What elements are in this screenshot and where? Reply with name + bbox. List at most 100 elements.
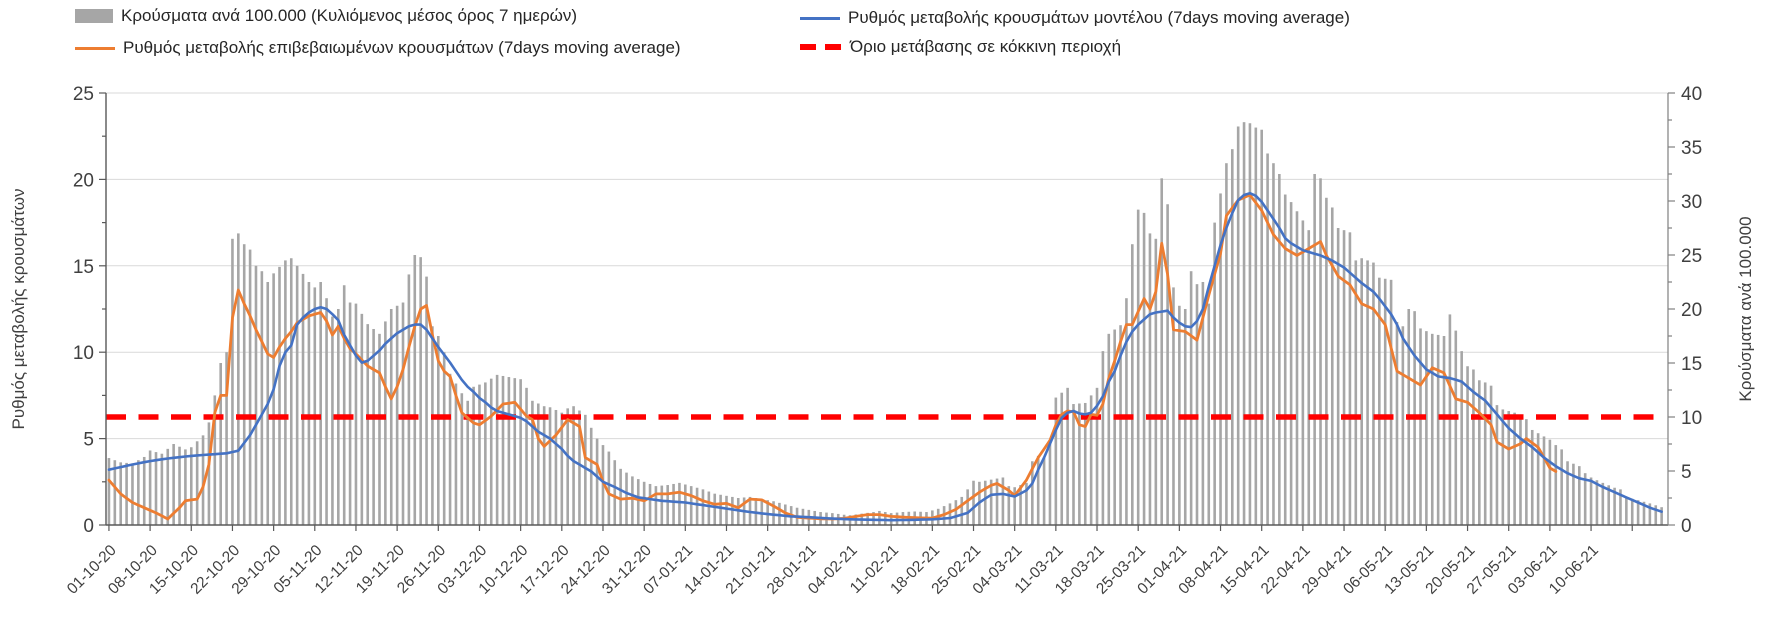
bar bbox=[207, 422, 211, 525]
right-tick-label: 10 bbox=[1681, 408, 1702, 429]
bar bbox=[636, 479, 640, 525]
bar bbox=[1548, 439, 1552, 525]
bar bbox=[137, 460, 140, 525]
bar bbox=[248, 249, 252, 525]
model-line-swatch bbox=[800, 16, 840, 20]
bar bbox=[1442, 336, 1446, 525]
bar bbox=[966, 489, 969, 525]
bar bbox=[1266, 153, 1269, 526]
legend-label: Κρούσματα ανά 100.000 (Κυλιόμενος μέσος … bbox=[121, 6, 578, 25]
bar bbox=[354, 303, 358, 525]
bar bbox=[107, 458, 111, 525]
bar bbox=[219, 363, 222, 525]
bar bbox=[1013, 487, 1016, 525]
bar bbox=[666, 485, 669, 525]
bar bbox=[1113, 329, 1116, 525]
bar bbox=[1260, 129, 1264, 525]
legend-label: Όριο μετάβασης σε κόκκινη περιοχή bbox=[850, 37, 1122, 56]
left-tick-label: 20 bbox=[73, 170, 94, 191]
bar bbox=[601, 445, 605, 525]
gridlines bbox=[106, 92, 1668, 440]
right-tick-label: 0 bbox=[1681, 516, 1692, 537]
bar bbox=[507, 377, 511, 525]
bar bbox=[501, 375, 505, 525]
bar bbox=[1330, 207, 1334, 526]
bar bbox=[578, 410, 581, 525]
bar bbox=[1272, 163, 1275, 525]
bar bbox=[189, 447, 193, 525]
bar bbox=[701, 489, 705, 525]
bar bbox=[954, 500, 958, 525]
bar bbox=[631, 476, 634, 525]
confirmed-line-swatch bbox=[75, 46, 115, 50]
bar bbox=[1166, 204, 1169, 526]
bar bbox=[525, 387, 528, 525]
bar bbox=[142, 456, 146, 525]
bar bbox=[1060, 392, 1064, 525]
threshold-dash-swatch bbox=[800, 44, 842, 50]
bar bbox=[660, 485, 664, 525]
bar bbox=[731, 496, 734, 525]
bar bbox=[1089, 395, 1093, 525]
bar bbox=[1313, 174, 1316, 525]
bar bbox=[560, 412, 564, 525]
bar bbox=[1348, 232, 1352, 525]
bar bbox=[1436, 334, 1440, 525]
bar bbox=[672, 483, 675, 525]
bar bbox=[489, 378, 493, 525]
bar bbox=[1301, 220, 1305, 525]
bar bbox=[384, 321, 387, 525]
bar bbox=[1325, 197, 1328, 525]
left-tick-label: 5 bbox=[83, 430, 94, 451]
bar bbox=[1525, 419, 1528, 525]
cases-bar-swatch bbox=[75, 9, 113, 23]
bar bbox=[284, 260, 287, 525]
bar bbox=[725, 495, 728, 525]
bar bbox=[154, 452, 158, 525]
bar bbox=[1319, 178, 1322, 525]
bar bbox=[1230, 149, 1234, 525]
bar bbox=[454, 383, 458, 525]
bar bbox=[413, 255, 417, 525]
bar bbox=[172, 444, 175, 525]
bar bbox=[1466, 366, 1469, 525]
bar bbox=[1519, 414, 1522, 525]
bar bbox=[1072, 404, 1075, 525]
bar bbox=[1495, 405, 1499, 525]
bar bbox=[983, 480, 987, 525]
bar bbox=[178, 446, 181, 525]
bar bbox=[407, 274, 411, 525]
bar bbox=[437, 336, 440, 525]
bar bbox=[713, 493, 717, 525]
bar bbox=[1148, 233, 1152, 525]
bar bbox=[972, 480, 975, 525]
bar bbox=[1336, 228, 1340, 525]
bar bbox=[342, 285, 346, 525]
bar bbox=[1236, 126, 1240, 525]
bar bbox=[1066, 387, 1069, 525]
bar bbox=[1131, 244, 1134, 525]
bar bbox=[1542, 436, 1546, 525]
bar bbox=[1636, 500, 1640, 525]
bar bbox=[1172, 287, 1175, 525]
bar bbox=[425, 276, 428, 525]
bar bbox=[1625, 497, 1628, 525]
bar bbox=[642, 481, 646, 525]
bar bbox=[1660, 507, 1663, 525]
bar bbox=[319, 282, 322, 525]
bar bbox=[1248, 123, 1252, 526]
bar bbox=[1242, 122, 1246, 525]
bar bbox=[166, 448, 170, 525]
bar bbox=[1472, 369, 1475, 525]
bar bbox=[307, 282, 311, 525]
bar bbox=[1254, 127, 1258, 525]
bar bbox=[195, 441, 199, 525]
bar bbox=[378, 333, 381, 525]
bar bbox=[613, 460, 617, 525]
bar bbox=[1454, 330, 1458, 525]
bar bbox=[472, 386, 475, 525]
bar bbox=[113, 460, 117, 525]
bar bbox=[1607, 485, 1611, 525]
bar bbox=[184, 449, 187, 525]
right-tick-label: 40 bbox=[1681, 84, 1702, 105]
